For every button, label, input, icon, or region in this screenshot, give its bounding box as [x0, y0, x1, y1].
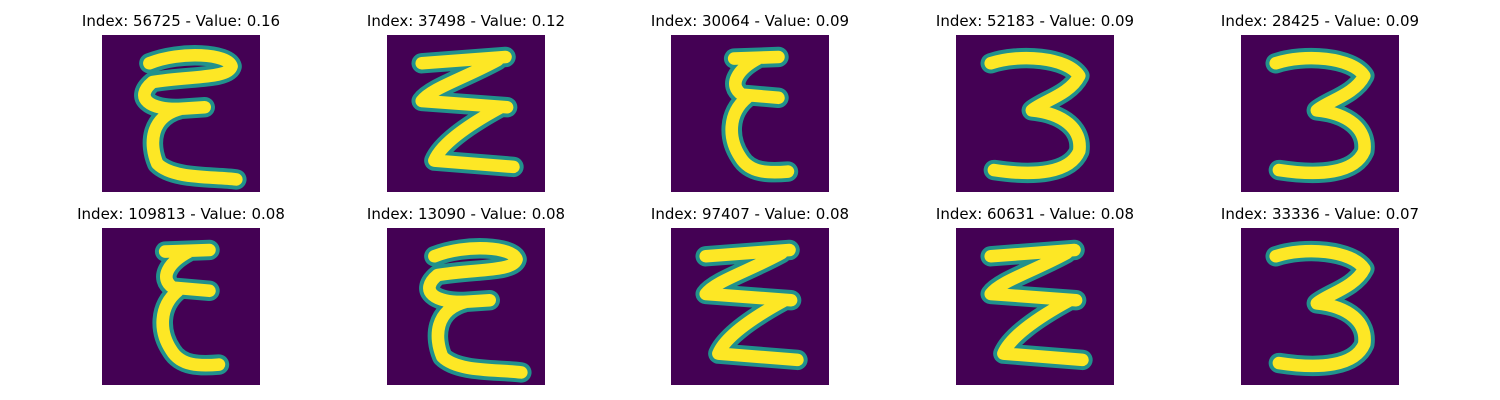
zigzag-icon: [695, 239, 808, 371]
three-icon: [1265, 47, 1375, 184]
digit-image: [671, 35, 829, 192]
panel-title: Index: 97407 - Value: 0.08: [650, 205, 850, 223]
digit-image: [387, 228, 545, 385]
digit-image: [1241, 35, 1399, 192]
epsilon-wide-icon: [419, 238, 532, 383]
epsilon-narrow-icon: [152, 239, 230, 376]
panel-title: Index: 33336 - Value: 0.07: [1220, 205, 1420, 223]
panel-title: Index: 37498 - Value: 0.12: [366, 12, 566, 30]
panel-title: Index: 52183 - Value: 0.09: [935, 12, 1135, 30]
digit-image: [1241, 228, 1399, 385]
panel-title: Index: 13090 - Value: 0.08: [366, 205, 566, 223]
panel-title: Index: 30064 - Value: 0.09: [650, 12, 850, 30]
zigzag-icon: [411, 46, 524, 178]
three-icon: [980, 47, 1090, 184]
epsilon-narrow-icon: [721, 46, 799, 183]
panel-title: Index: 28425 - Value: 0.09: [1220, 12, 1420, 30]
panel-title: Index: 60631 - Value: 0.08: [935, 205, 1135, 223]
digit-image: [102, 35, 260, 192]
digit-image: [102, 228, 260, 385]
digit-image: [387, 35, 545, 192]
digit-image: [956, 35, 1114, 192]
digit-image: [671, 228, 829, 385]
panel-title: Index: 56725 - Value: 0.16: [81, 12, 281, 30]
panel-title: Index: 109813 - Value: 0.08: [77, 205, 285, 223]
three-icon: [1265, 240, 1375, 377]
zigzag-icon: [980, 239, 1093, 371]
epsilon-wide-icon: [134, 45, 247, 190]
digit-image: [956, 228, 1114, 385]
